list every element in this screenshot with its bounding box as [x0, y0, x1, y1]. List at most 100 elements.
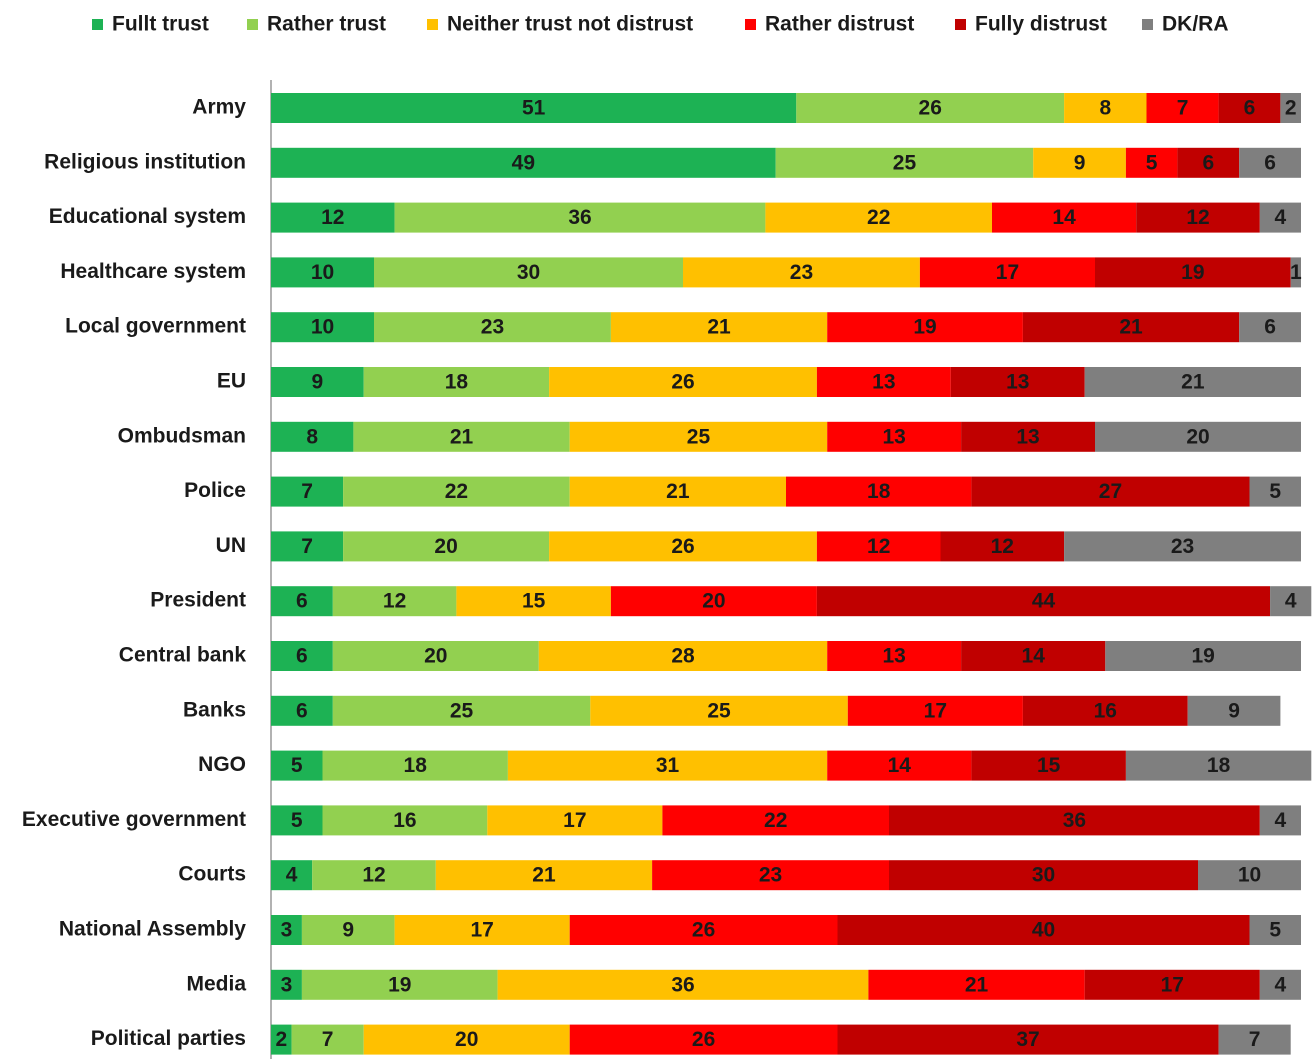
bar-segment [271, 147, 776, 178]
bar-segment [271, 257, 374, 288]
bar-segment [353, 421, 570, 452]
segment-label: 25 [707, 699, 731, 722]
segment-label: 17 [470, 919, 493, 942]
bar-segment [1095, 421, 1301, 452]
segment-label: 2 [1285, 97, 1297, 120]
segment-label: 26 [692, 919, 715, 942]
bar-segment [271, 641, 333, 671]
bar-segment [786, 476, 972, 507]
bar-segment [992, 202, 1137, 233]
segment-label: 20 [455, 1028, 478, 1051]
bar-segment [374, 257, 683, 288]
category-label: Religious institution [44, 150, 246, 173]
bar-segment [816, 531, 941, 562]
segment-label: 26 [671, 535, 694, 558]
segment-label: 20 [424, 645, 447, 668]
segment-label: 19 [1191, 645, 1214, 668]
segment-label: 6 [1244, 97, 1256, 120]
category-label: NGO [198, 753, 246, 776]
segment-label: 6 [1264, 316, 1276, 339]
category-label: Local government [65, 315, 246, 338]
bar-segment [610, 586, 817, 617]
segment-label: 23 [790, 261, 813, 284]
segment-label: 18 [1207, 754, 1231, 777]
segment-label: 6 [296, 590, 308, 613]
segment-label: 13 [882, 645, 905, 668]
bar-segment [1136, 202, 1260, 233]
category-label: Educational system [49, 205, 246, 228]
segment-label: 25 [450, 699, 474, 722]
bar-segment [837, 1024, 1219, 1055]
bar-segment [569, 421, 828, 452]
segment-label: 4 [1275, 973, 1287, 996]
bar-segment [271, 860, 313, 891]
bar-segment [775, 147, 1034, 178]
segment-label: 25 [687, 425, 711, 448]
bar-segment [971, 750, 1126, 781]
bar-segment [610, 312, 828, 343]
segment-label: 12 [991, 535, 1014, 558]
bar-segment [889, 805, 1260, 836]
segment-label: 21 [450, 425, 474, 448]
bar-segment [590, 695, 848, 726]
bar-segment [1187, 695, 1281, 726]
segment-label: 13 [882, 425, 905, 448]
category-label: Courts [178, 863, 246, 886]
bar-segment [1280, 93, 1301, 123]
segment-label: 3 [281, 973, 293, 996]
bar-segment [1064, 93, 1147, 123]
segment-label: 10 [311, 316, 334, 339]
bar-segment [507, 750, 828, 781]
bar-segment [827, 641, 962, 671]
segment-label: 6 [1264, 151, 1276, 174]
segment-label: 27 [1099, 480, 1122, 503]
bar-segment [971, 476, 1250, 507]
segment-label: 5 [1269, 919, 1281, 942]
segment-label: 15 [1037, 754, 1061, 777]
segment-label: 12 [867, 535, 890, 558]
segment-label: 10 [1238, 864, 1261, 887]
segment-label: 9 [1228, 699, 1240, 722]
category-label: Political parties [91, 1027, 246, 1050]
bar-segment [827, 750, 972, 781]
segment-label: 36 [671, 973, 694, 996]
bar-segment [271, 750, 323, 781]
segment-label: 13 [872, 371, 895, 394]
legend-swatch [745, 19, 756, 30]
segment-label: 18 [404, 754, 428, 777]
segment-label: 7 [301, 535, 313, 558]
segment-label: 14 [1052, 206, 1076, 229]
segment-label: 19 [1181, 261, 1204, 284]
bar-segment [343, 476, 570, 507]
bar-segment [816, 367, 951, 397]
bar-segment [569, 476, 786, 507]
segment-label: 40 [1032, 919, 1055, 942]
category-label: Police [184, 479, 246, 502]
bar-segment [271, 586, 333, 617]
segment-label: 21 [666, 480, 690, 503]
segment-label: 30 [1032, 864, 1055, 887]
segment-label: 44 [1032, 590, 1056, 613]
segment-label: 5 [291, 754, 303, 777]
segment-label: 4 [286, 864, 298, 887]
segment-label: 5 [1146, 151, 1158, 174]
segment-label: 7 [301, 480, 313, 503]
bar-segment [868, 969, 1085, 1000]
legend-swatch [247, 19, 258, 30]
segment-label: 18 [867, 480, 891, 503]
category-label: Banks [183, 698, 246, 721]
segment-label: 22 [764, 809, 787, 832]
legend-label: Neither trust not distrust [447, 13, 693, 36]
bar-segment [332, 695, 591, 726]
bar-segment [271, 805, 323, 836]
segment-label: 14 [888, 754, 912, 777]
bar-segment [487, 805, 663, 836]
legend-label: DK/RA [1162, 13, 1229, 36]
bar-segment [394, 202, 766, 233]
segment-label: 10 [311, 261, 334, 284]
segment-label: 17 [1161, 973, 1184, 996]
category-label: National Assembly [59, 918, 246, 941]
segment-label: 17 [924, 699, 947, 722]
bar-segment [1022, 312, 1240, 343]
